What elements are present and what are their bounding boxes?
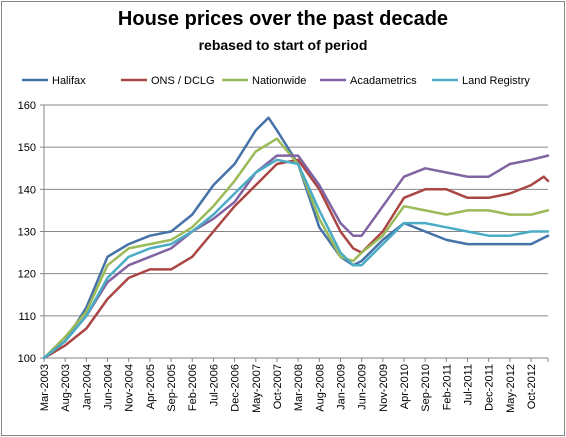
- legend-label: Land Registry: [462, 75, 530, 87]
- x-tick-label: Feb-2006: [187, 364, 199, 411]
- x-tick-label: May-2012: [505, 364, 517, 413]
- x-tick-label: Aug-2003: [60, 364, 72, 412]
- y-tick-label: 100: [18, 353, 36, 365]
- series-line-land-registry: [42, 158, 550, 360]
- axes: [40, 104, 549, 362]
- x-tick-label: Oct-2007: [272, 364, 284, 409]
- legend-label: ONS / DCLG: [151, 75, 215, 87]
- chart-subtitle: rebased to start of period: [198, 37, 368, 53]
- x-tick-label: Apr-2005: [145, 364, 157, 409]
- x-axis-labels: Mar-2003 Aug-2003 Jan-2004 Jun-2004 Nov-2004…: [39, 364, 538, 413]
- y-tick-label: 140: [18, 184, 36, 196]
- legend-label: Acadametrics: [350, 75, 417, 87]
- x-tick-label: Mar-2008: [293, 364, 305, 411]
- x-tick-label: Mar-2003: [39, 364, 51, 411]
- y-tick-label: 160: [18, 100, 36, 112]
- series-line-acadametrics: [42, 154, 550, 360]
- x-tick-label: May-2007: [251, 364, 263, 413]
- x-tick-label: Dec-2006: [230, 364, 242, 412]
- x-tick-label: Nov-2004: [124, 364, 136, 412]
- y-tick-label: 120: [18, 269, 36, 281]
- x-tick-label: Sep-2005: [166, 364, 178, 412]
- x-tick-label: Aug-2008: [314, 364, 326, 412]
- series-line-nationwide: [42, 137, 550, 360]
- series-line-ons-dclg: [42, 158, 550, 360]
- x-tick-label: Jul-2006: [208, 364, 220, 406]
- legend-label: Nationwide: [252, 75, 306, 87]
- x-tick-label: Oct-2012: [526, 364, 538, 409]
- x-tick-label: Dec-2011: [484, 364, 496, 411]
- x-tick-label: Feb-2011: [441, 364, 453, 410]
- y-tick-label: 150: [18, 142, 36, 154]
- x-tick-label: Jun-2004: [103, 364, 115, 410]
- x-tick-label: Jul-2011: [463, 364, 475, 405]
- y-axis-labels: 100 110 120 130 140 150 160: [18, 100, 36, 365]
- legend: Halifax ONS / DCLG Nationwide Acadametrics L…: [22, 75, 530, 87]
- y-tick-label: 130: [18, 227, 36, 239]
- series-lines: [42, 116, 550, 360]
- series-line-halifax: [42, 116, 550, 360]
- x-tick-label: Sep-2010: [420, 364, 432, 412]
- x-tick-label: Apr-2010: [399, 364, 411, 409]
- x-tick-label: Jan-2004: [81, 364, 93, 410]
- x-tick-label: Jan-2009: [335, 364, 347, 410]
- chart-title: House prices over the past decade: [117, 8, 449, 30]
- legend-label: Halifax: [52, 75, 86, 87]
- x-tick-label: Nov-2009: [378, 364, 390, 412]
- y-tick-label: 110: [18, 311, 36, 323]
- gridlines: [44, 104, 548, 317]
- x-tick-label: Jun-2009: [357, 364, 369, 410]
